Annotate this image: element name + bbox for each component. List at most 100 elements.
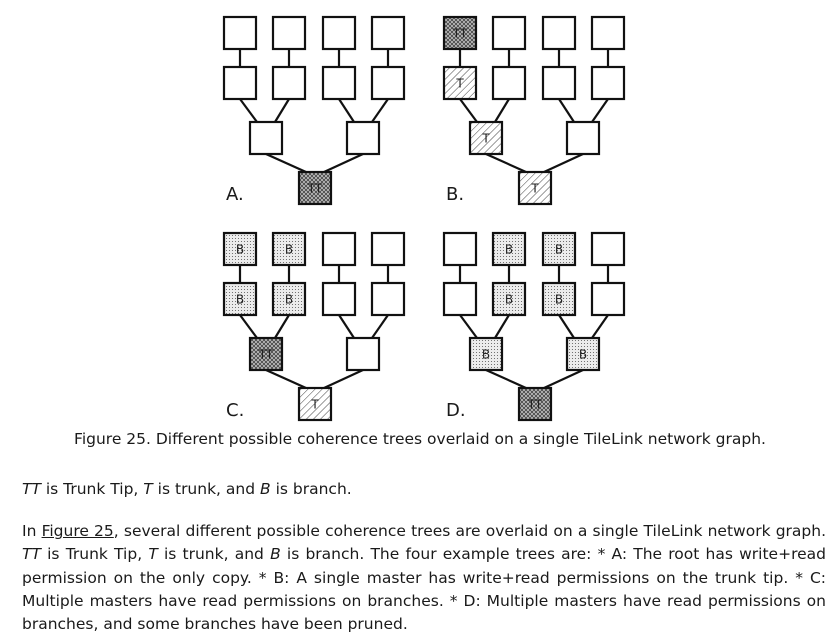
- legend-text-3: is branch.: [270, 480, 352, 498]
- tip-node: [271, 281, 307, 317]
- para-b: B: [270, 545, 281, 564]
- tip-node-label: B: [236, 243, 244, 257]
- tip-node: [442, 65, 478, 101]
- legend-text-1: is Trunk Tip,: [40, 480, 144, 498]
- tree-edge: [543, 153, 584, 173]
- tree-edge: [591, 98, 609, 123]
- root-node: [517, 386, 553, 422]
- tree-edge: [459, 314, 478, 339]
- tree-edge: [371, 314, 389, 339]
- tip-node: [222, 281, 258, 317]
- tree-edge: [543, 369, 584, 389]
- tip-node: [222, 65, 258, 101]
- panel-letter: A.: [226, 184, 244, 205]
- mid-node: [345, 120, 381, 156]
- tip-node: [442, 281, 478, 317]
- tip-node-label: B: [505, 243, 513, 257]
- tip-node: [541, 65, 577, 101]
- tip-node: [370, 15, 406, 51]
- tip-node: [370, 281, 406, 317]
- tip-node: [321, 15, 357, 51]
- tip-node: [590, 15, 626, 51]
- tip-node-label: TT: [452, 27, 468, 41]
- tip-node: [321, 65, 357, 101]
- mid-node: [248, 120, 284, 156]
- tip-node-label: B: [555, 243, 563, 257]
- para-text-2: , several different possible coherence t…: [113, 522, 826, 540]
- tip-node: [590, 281, 626, 317]
- tree-edge: [265, 368, 307, 390]
- tree-edge: [485, 368, 527, 390]
- tree-edge: [338, 98, 355, 123]
- tip-node: [271, 15, 307, 51]
- tree-edge: [591, 314, 609, 339]
- tip-node: [222, 15, 258, 51]
- legend-b: B: [260, 480, 271, 498]
- tip-node: [321, 231, 357, 267]
- tip-node: [491, 231, 527, 267]
- tree-edge: [459, 98, 478, 123]
- legend-line: TT is Trunk Tip, T is trunk, and B is br…: [22, 480, 352, 498]
- figure-caption: Figure 25. Different possible coherence …: [74, 430, 766, 448]
- panel-letter: D.: [446, 400, 466, 421]
- tip-node: [370, 231, 406, 267]
- para-text-4: is trunk, and: [157, 545, 271, 564]
- tree-edge: [274, 314, 290, 339]
- legend-t: T: [143, 480, 153, 498]
- tree-panel: TT A.: [222, 15, 406, 206]
- para-t: T: [148, 545, 158, 564]
- tip-node-label: B: [505, 293, 513, 307]
- figure-link[interactable]: Figure 25: [41, 522, 114, 540]
- tree-edge: [485, 152, 527, 174]
- tree-edge: [494, 314, 510, 339]
- root-node: [297, 170, 333, 206]
- tip-node: [370, 65, 406, 101]
- tip-node: [222, 231, 258, 267]
- tip-node: [590, 231, 626, 267]
- mid-node-label: B: [579, 348, 587, 362]
- mid-node: [468, 336, 504, 372]
- root-node-label: T: [310, 398, 319, 412]
- tip-node: [491, 15, 527, 51]
- panel-letter: C.: [226, 400, 244, 421]
- tip-node-label: B: [555, 293, 563, 307]
- tip-node: [541, 231, 577, 267]
- tip-node: [271, 65, 307, 101]
- tree-edge: [338, 314, 355, 339]
- tip-node: [321, 281, 357, 317]
- panel-letter: B.: [446, 184, 464, 205]
- mid-node: [565, 120, 601, 156]
- tip-node: [590, 65, 626, 101]
- tip-node: [491, 281, 527, 317]
- tip-node: [442, 15, 478, 51]
- root-node: [297, 386, 333, 422]
- para-text-5: is branch. The four example trees are: *…: [22, 545, 826, 634]
- tree-edge: [265, 152, 307, 174]
- root-node-label: TT: [527, 398, 543, 412]
- mid-node: [345, 336, 381, 372]
- tip-node-label: B: [285, 243, 293, 257]
- description-paragraph: In Figure 25, several different possible…: [22, 520, 826, 636]
- tree-edge: [239, 314, 258, 339]
- tree-edge: [323, 369, 364, 389]
- legend-tt: TT: [22, 480, 41, 498]
- root-node-label: T: [530, 182, 539, 196]
- para-text-3: is Trunk Tip,: [40, 545, 149, 564]
- tip-node: [271, 231, 307, 267]
- tree-edge: [494, 98, 510, 123]
- tree-edge: [274, 98, 290, 123]
- tip-node-label: T: [455, 77, 464, 91]
- tip-node: [541, 281, 577, 317]
- mid-node: [565, 336, 601, 372]
- root-node-label: TT: [307, 182, 323, 196]
- mid-node: [468, 120, 504, 156]
- tree-edge: [558, 98, 575, 123]
- mid-node-label: B: [482, 348, 490, 362]
- tree-edge: [371, 98, 389, 123]
- para-tt: TT: [22, 545, 41, 564]
- root-node: [517, 170, 553, 206]
- mid-node-label: TT: [258, 348, 274, 362]
